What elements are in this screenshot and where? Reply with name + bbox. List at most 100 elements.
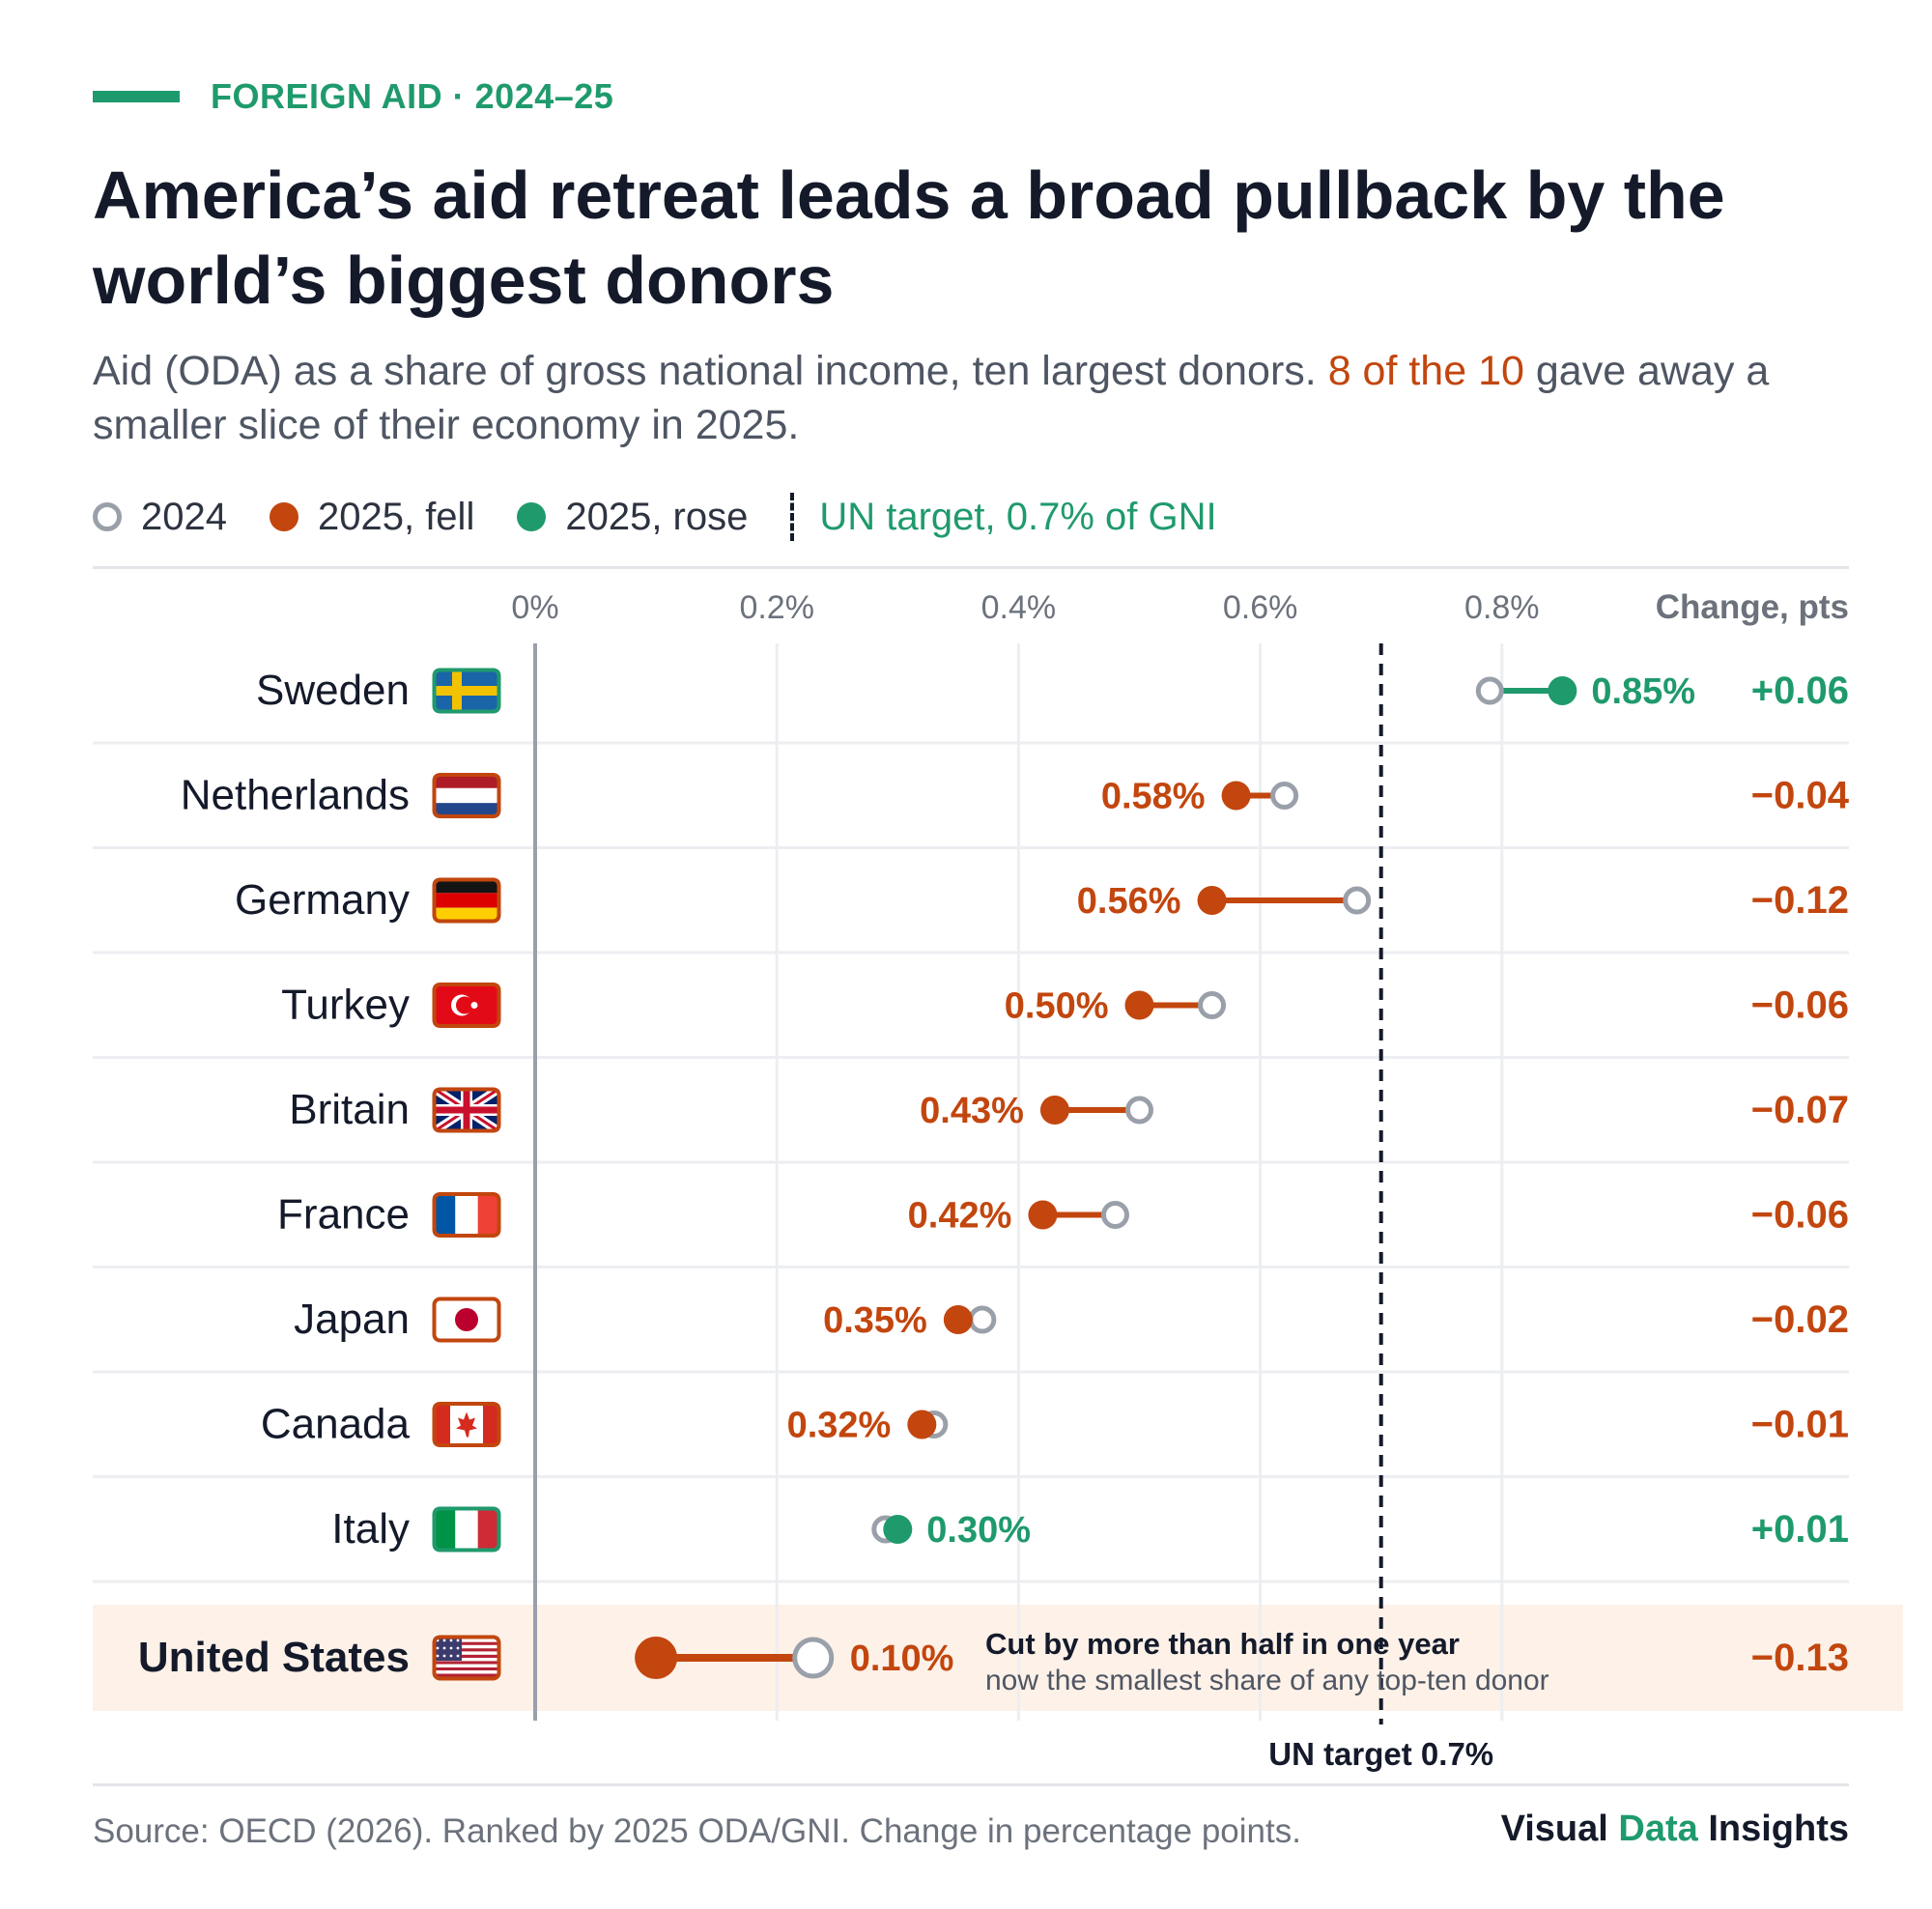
point-2025	[1028, 1200, 1058, 1230]
flag-border	[432, 773, 501, 818]
value-label: 0.43%	[920, 1091, 1024, 1131]
flag-shape	[456, 1654, 460, 1658]
country-label: Britain	[289, 1086, 410, 1133]
netherlands-flag	[432, 773, 501, 818]
flag-shape	[433, 1638, 500, 1642]
change-value: −0.06	[1751, 1194, 1849, 1237]
flag-body	[433, 1088, 500, 1132]
subtitle-part-2: gave away a smaller slice of their econo…	[93, 348, 1770, 448]
un-target-label: UN target 0.7%	[1268, 1736, 1493, 1772]
highlight-band	[93, 1605, 1903, 1711]
legend-item-rose: 2025, rose	[517, 496, 748, 539]
legend-label-fell: 2025, fell	[317, 495, 475, 538]
x-tick-label: 0.6%	[1223, 589, 1298, 626]
flag-shape	[449, 1646, 453, 1650]
germany-flag	[432, 877, 501, 924]
point-2025	[1197, 886, 1227, 915]
legend-item-fell: 2025, fell	[269, 495, 475, 539]
point-2024	[1100, 1201, 1129, 1229]
open-circle-icon	[93, 502, 122, 531]
flag-shape	[456, 996, 473, 1014]
country-label: Italy	[331, 1505, 410, 1553]
flag-shape	[436, 1654, 440, 1658]
flag-shape	[433, 1507, 456, 1552]
country-label: Germany	[235, 876, 410, 924]
change-value: −0.13	[1751, 1637, 1849, 1679]
change-value: −0.12	[1751, 879, 1849, 922]
point-2025	[907, 1410, 937, 1439]
flag-body	[433, 1507, 500, 1552]
flag-shape	[433, 1648, 500, 1652]
flag-shape	[433, 1658, 500, 1662]
flag-border	[432, 668, 501, 714]
sweden-flag	[432, 668, 501, 714]
flag-shape	[433, 1673, 500, 1677]
change-column-header: Change, pts	[1656, 588, 1849, 626]
flag-shape	[470, 1002, 478, 1009]
point-2024	[1343, 886, 1372, 915]
italy-flag	[432, 1506, 501, 1553]
x-tick-label: 0.8%	[1464, 589, 1540, 626]
flag-shape	[433, 1664, 500, 1667]
annotation-text: now the smallest share of any top-ten do…	[985, 1665, 1549, 1696]
brand-part-3: Insights	[1697, 1809, 1849, 1849]
flag-border	[432, 1087, 501, 1133]
uk-flag	[432, 1087, 501, 1133]
country-label: Netherlands	[181, 772, 410, 819]
flag-shape	[433, 787, 500, 804]
country-label: Japan	[294, 1296, 410, 1343]
flag-shape	[449, 1638, 453, 1642]
legend-label-rose: 2025, rose	[565, 495, 749, 538]
country-label: Canada	[261, 1401, 411, 1448]
flag-shape	[433, 803, 500, 818]
flag-shape	[455, 1308, 478, 1331]
value-label: 0.30%	[926, 1510, 1031, 1551]
flag-shape	[433, 773, 500, 788]
flag-body	[433, 1402, 500, 1447]
point-2024	[1270, 782, 1299, 810]
flag-shape	[455, 1192, 478, 1238]
flag-shape	[436, 1646, 440, 1650]
flag-border	[432, 1635, 501, 1681]
point-2024	[968, 1305, 997, 1334]
annotation-title: Cut by more than half in one year	[985, 1627, 1460, 1661]
kicker: FOREIGN AID · 2024–25	[93, 73, 613, 120]
point-2024	[1198, 991, 1227, 1019]
flag-border	[432, 1296, 501, 1343]
point-2025	[943, 1305, 973, 1334]
value-label: 0.56%	[1077, 881, 1181, 922]
value-label: 0.10%	[850, 1638, 954, 1679]
change-value: −0.01	[1751, 1404, 1849, 1446]
flag-border	[432, 877, 501, 924]
value-label: 0.42%	[908, 1196, 1012, 1237]
legend-label-2024: 2024	[141, 495, 227, 538]
flag-shape	[456, 1411, 477, 1438]
flag-border	[432, 1506, 501, 1553]
bottom-divider	[93, 1783, 1849, 1786]
flag-shape	[455, 1507, 478, 1552]
value-label: 0.85%	[1591, 671, 1695, 712]
point-2025	[1548, 676, 1577, 705]
country-label: France	[277, 1191, 410, 1239]
france-flag	[432, 1192, 501, 1238]
legend-item-target: UN target, 0.7% of GNI	[790, 493, 1217, 541]
flag-shape	[442, 1638, 446, 1642]
flag-shape	[433, 907, 500, 923]
flag-body	[433, 773, 500, 818]
x-tick-label: 0.2%	[739, 589, 814, 626]
point-2025	[883, 1515, 913, 1544]
flag-border	[432, 1192, 501, 1238]
flag-shape	[433, 1644, 500, 1649]
flag-body	[433, 1297, 500, 1342]
flag-shape	[442, 1654, 446, 1658]
flag-body	[433, 983, 500, 1028]
chart-subtitle: Aid (ODA) as a share of gross national i…	[93, 344, 1870, 452]
value-label: 0.50%	[1005, 986, 1109, 1027]
value-label: 0.32%	[787, 1406, 892, 1446]
flag-shape	[433, 1192, 456, 1238]
canada-flag	[432, 1402, 501, 1447]
flag-shape	[433, 1654, 500, 1658]
legend-label-target: UN target, 0.7% of GNI	[819, 495, 1217, 538]
flag-body	[433, 878, 500, 923]
